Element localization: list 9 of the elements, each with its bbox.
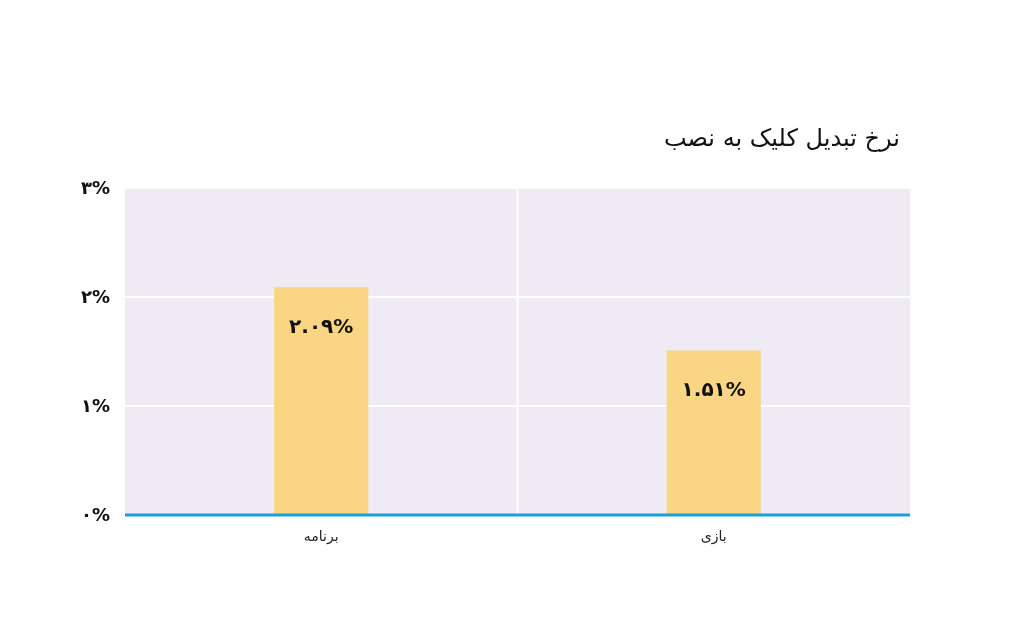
y-tick-label: ۲%	[80, 286, 110, 308]
y-tick-label: ۰%	[80, 504, 110, 526]
y-tick-label: ۱%	[80, 395, 110, 417]
x-tick-label: برنامه	[303, 528, 339, 545]
data-label: ۲.۰۹%	[289, 314, 354, 339]
y-tick-label: ۳%	[80, 177, 110, 199]
data-label: ۱.۵۱%	[681, 377, 746, 402]
chart-title: نرخ تبدیل کلیک به نصب	[663, 124, 900, 152]
x-tick-label: بازی	[700, 528, 727, 545]
